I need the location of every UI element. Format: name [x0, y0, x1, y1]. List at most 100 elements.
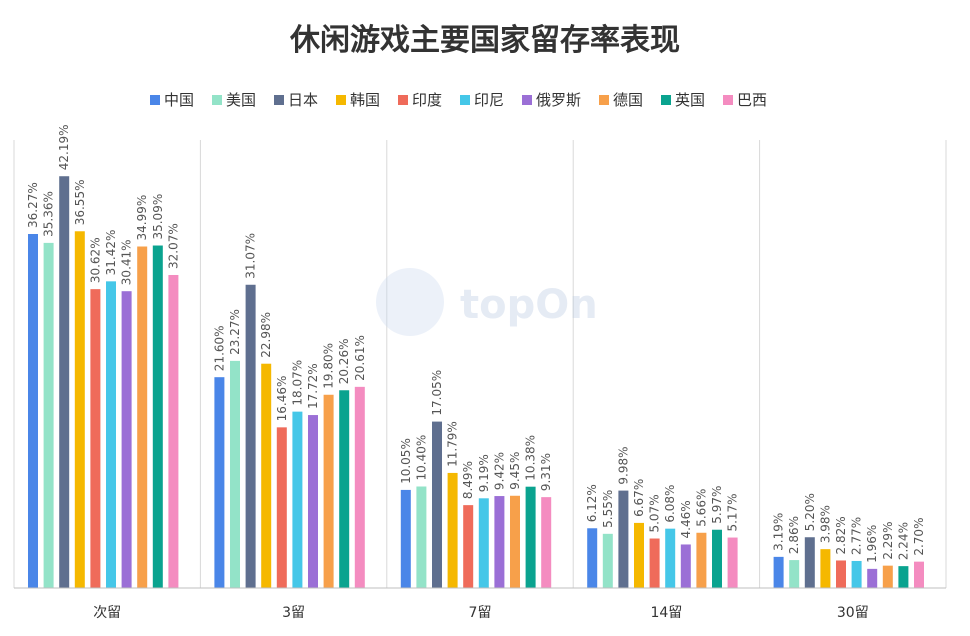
data-label: 31.07%	[244, 233, 258, 279]
data-label: 9.31%	[539, 453, 553, 491]
bar	[914, 561, 924, 588]
x-tick-label: 14留	[650, 605, 682, 621]
topon-logo-icon	[376, 268, 444, 336]
data-label: 1.96%	[865, 525, 879, 563]
data-label: 5.07%	[648, 494, 662, 532]
data-label: 2.77%	[850, 517, 864, 555]
legend-label-4: 印度	[412, 91, 442, 109]
x-tick-label: 次留	[93, 605, 121, 621]
chart-title: 休闲游戏主要国家留存率表现	[289, 23, 680, 58]
legend-swatch-6	[522, 95, 532, 105]
data-label: 6.12%	[585, 484, 599, 522]
data-label: 5.97%	[710, 486, 724, 524]
legend-swatch-1	[212, 95, 222, 105]
data-label: 22.98%	[259, 312, 273, 358]
bar	[121, 291, 132, 588]
bar	[696, 532, 707, 588]
bar	[712, 529, 722, 588]
bar	[773, 556, 784, 588]
data-label: 2.86%	[787, 516, 801, 554]
data-label: 30.41%	[120, 239, 134, 285]
bar	[665, 528, 676, 588]
bar	[28, 234, 38, 588]
legend-label-9: 巴西	[737, 91, 767, 109]
data-label: 18.07%	[290, 360, 304, 406]
data-label: 2.24%	[896, 522, 910, 560]
legend-label-7: 德国	[613, 91, 643, 109]
legend-swatch-2	[274, 95, 284, 105]
data-label: 9.45%	[508, 452, 522, 490]
bar	[354, 386, 365, 588]
bar	[214, 377, 225, 588]
data-label: 19.80%	[322, 343, 336, 389]
bar	[230, 360, 240, 588]
legend-swatch-9	[723, 95, 733, 105]
x-tick-label: 3留	[282, 605, 305, 621]
legend-label-2: 日本	[288, 91, 318, 109]
legend-label-6: 俄罗斯	[536, 91, 581, 109]
bar	[292, 411, 303, 588]
data-label: 16.46%	[275, 376, 289, 422]
bar	[882, 565, 893, 588]
data-label: 17.05%	[430, 370, 444, 416]
data-label: 2.82%	[834, 516, 848, 554]
data-label: 10.05%	[399, 438, 413, 484]
data-label: 20.26%	[337, 338, 351, 384]
bar	[308, 415, 318, 588]
legend-swatch-7	[599, 95, 609, 105]
bar	[447, 472, 458, 588]
data-label: 9.19%	[477, 454, 491, 492]
bar	[820, 549, 831, 588]
bar	[618, 490, 629, 588]
data-label: 10.40%	[414, 435, 428, 481]
data-label: 32.07%	[166, 223, 180, 269]
bar	[323, 394, 334, 588]
data-label: 35.36%	[42, 191, 56, 237]
data-label: 2.29%	[881, 522, 895, 560]
data-label: 6.08%	[663, 485, 677, 523]
bar	[276, 427, 287, 588]
data-label: 23.27%	[228, 309, 242, 355]
data-labels: 36.27% 35.36% 42.19%36.55%30.62% 31.42% 30.4…	[26, 124, 926, 562]
data-label: 4.46%	[679, 500, 693, 538]
legend-label-1: 美国	[226, 91, 256, 109]
bar	[416, 486, 427, 588]
data-label: 17.72%	[306, 363, 320, 409]
bar	[432, 421, 442, 588]
bar	[898, 566, 909, 588]
bar	[137, 246, 148, 588]
legend-swatch-8	[661, 95, 671, 105]
data-label: 9.42%	[492, 452, 506, 490]
bar	[59, 176, 70, 589]
bar	[245, 284, 256, 588]
bar	[680, 544, 691, 588]
data-label: 3.98%	[818, 505, 832, 543]
bar	[106, 281, 116, 588]
data-label: 6.67%	[632, 479, 646, 517]
bar	[587, 528, 598, 588]
bar	[727, 537, 738, 588]
data-label: 10.38%	[524, 435, 538, 481]
data-label: 5.66%	[694, 489, 708, 527]
bar	[90, 289, 101, 588]
bar	[261, 363, 272, 588]
bar	[74, 231, 85, 588]
legend-label-5: 印尼	[474, 91, 504, 109]
bar	[789, 560, 800, 588]
data-label: 42.19%	[57, 124, 71, 170]
legend-swatch-5	[460, 95, 470, 105]
bar	[525, 486, 536, 588]
x-axis: 次留 3留 7留 14留 30留	[14, 587, 946, 621]
bar	[494, 496, 505, 588]
data-label: 20.61%	[353, 335, 367, 381]
legend: 中国 美国 日本 韩国 印度 印尼 俄罗斯 德国 英国 巴西	[150, 91, 767, 109]
bar	[168, 274, 179, 588]
data-label: 30.62%	[88, 237, 102, 283]
data-label: 11.79%	[446, 421, 460, 467]
data-label: 36.55%	[73, 180, 87, 226]
bar	[836, 560, 846, 588]
data-label: 21.60%	[212, 325, 226, 371]
legend-label-8: 英国	[675, 91, 705, 109]
bar	[602, 533, 613, 588]
